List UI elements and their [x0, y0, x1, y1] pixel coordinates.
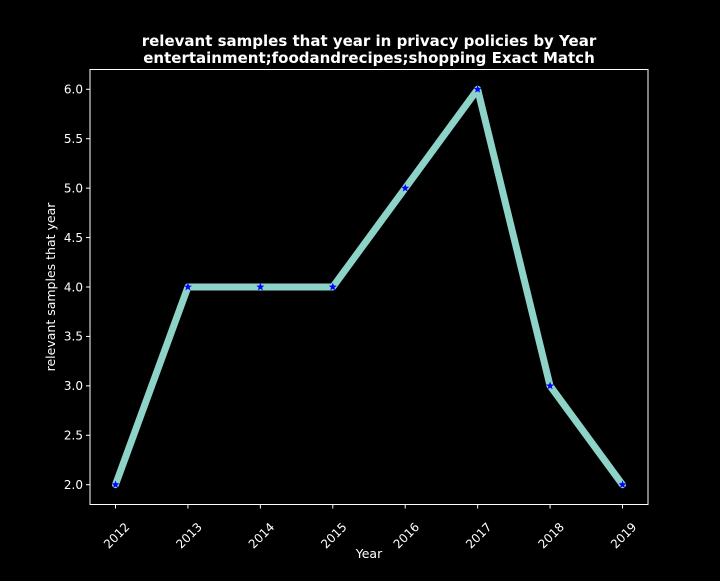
plot-area	[111, 85, 627, 489]
x-tick-label: 2019	[608, 520, 639, 551]
y-tick-label: 3.5	[64, 330, 83, 344]
x-tick-label: 2017	[463, 520, 494, 551]
y-tick-label: 4.0	[64, 280, 83, 294]
y-tick-label: 4.5	[64, 231, 83, 245]
y-tick-label: 6.0	[64, 83, 83, 97]
data-point	[546, 381, 555, 390]
chart-title: relevant samples that year in privacy po…	[142, 32, 597, 50]
x-tick-label: 2015	[318, 520, 349, 551]
y-tick-label: 2.5	[64, 429, 83, 443]
y-tick-label: 2.0	[64, 478, 83, 492]
x-tick-label: 2013	[173, 520, 204, 551]
x-tick-label: 2018	[535, 520, 566, 551]
data-point	[256, 282, 265, 291]
y-axis-label: relevant samples that year	[43, 202, 58, 372]
data-point	[473, 85, 482, 93]
data-point	[111, 480, 120, 489]
axes-frame	[89, 69, 649, 505]
x-tick-label: 2012	[101, 520, 132, 551]
data-point	[401, 183, 410, 192]
y-tick-label: 5.5	[64, 132, 83, 146]
x-tick-label: 2014	[246, 520, 277, 551]
x-tick-label: 2016	[391, 520, 422, 551]
data-point	[183, 282, 192, 291]
chart-subtitle: entertainment;foodandrecipes;shopping Ex…	[143, 49, 595, 67]
data-point	[618, 480, 627, 489]
series-line	[112, 85, 626, 489]
data-point	[328, 282, 337, 291]
y-tick-label: 3.0	[64, 379, 83, 393]
x-axis-label: Year	[355, 546, 383, 561]
y-tick-label: 5.0	[64, 181, 83, 195]
axis-ticks: 2012 2013 2014 2015 2016 2017 2018 2019 2.0 2.5 3.…	[64, 83, 640, 552]
